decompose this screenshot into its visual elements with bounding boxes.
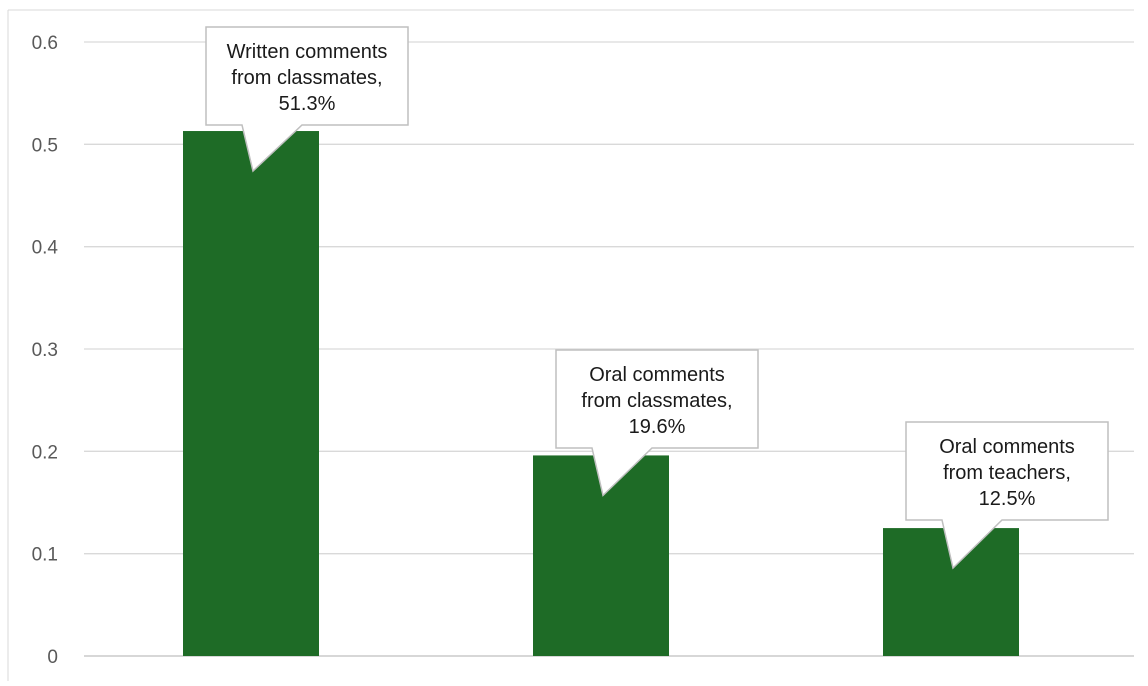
y-tick-label: 0.4 (32, 238, 59, 259)
y-tick-label: 0.6 (32, 33, 58, 54)
data-label-callout: Written comments from classmates, 51.3% (205, 26, 409, 173)
y-tick-label: 0.5 (32, 135, 58, 156)
y-axis-tick-labels: 0 0.1 0.2 0.3 0.4 0.5 0.6 (32, 33, 59, 668)
data-label-text: from classmates, (231, 67, 382, 89)
callout-box (205, 26, 409, 173)
data-label-callout: Oral comments from classmates, 19.6% (555, 349, 759, 497)
data-label-text: 51.3% (279, 93, 336, 115)
data-label-text: from classmates, (581, 390, 732, 412)
y-tick-label: 0 (47, 647, 58, 668)
data-label-text: Written comments (227, 41, 388, 63)
data-label-text: Oral comments (589, 364, 725, 386)
callout-box (555, 349, 759, 497)
data-label-text: 12.5% (979, 488, 1036, 510)
data-label-callout: Oral comments from teachers, 12.5% (905, 421, 1109, 570)
data-label-text: 19.6% (629, 416, 686, 438)
y-tick-label: 0.1 (32, 545, 58, 566)
bars (183, 131, 1019, 656)
y-tick-label: 0.3 (32, 340, 58, 361)
data-label-callouts: Written comments from classmates, 51.3% Ora… (205, 26, 1109, 570)
y-tick-label: 0.2 (32, 442, 58, 463)
callout-box (905, 421, 1109, 570)
data-label-text: Oral comments (939, 436, 1075, 458)
bar (183, 131, 319, 656)
data-label-text: from teachers, (943, 462, 1071, 484)
